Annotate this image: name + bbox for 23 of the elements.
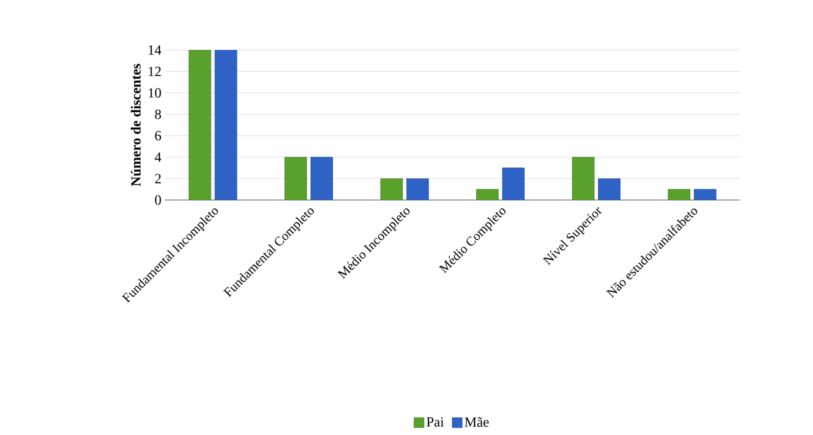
legend-label: Pai [426, 417, 444, 427]
y-tick-label: 2 [155, 174, 161, 184]
legend-label: Mãe [464, 417, 489, 427]
y-tick-label: 14 [148, 45, 162, 55]
bar [668, 189, 690, 200]
bar [572, 156, 594, 200]
y-axis-title: Número de discentes [130, 64, 141, 186]
bar [406, 178, 429, 200]
y-tick-label: 12 [148, 66, 161, 76]
bar [310, 156, 333, 200]
bar [694, 189, 716, 200]
y-tick-label: 10 [148, 88, 161, 98]
bar [188, 50, 212, 200]
y-tick-label: 8 [155, 110, 161, 119]
bar [476, 189, 498, 200]
bar [380, 178, 403, 200]
y-tick-label: 0 [155, 195, 161, 205]
y-tick-label: 6 [155, 131, 162, 140]
bar [502, 168, 525, 200]
bar [214, 50, 238, 200]
bar [598, 178, 620, 200]
y-tick-label: 4 [154, 152, 162, 162]
bar [284, 156, 307, 200]
